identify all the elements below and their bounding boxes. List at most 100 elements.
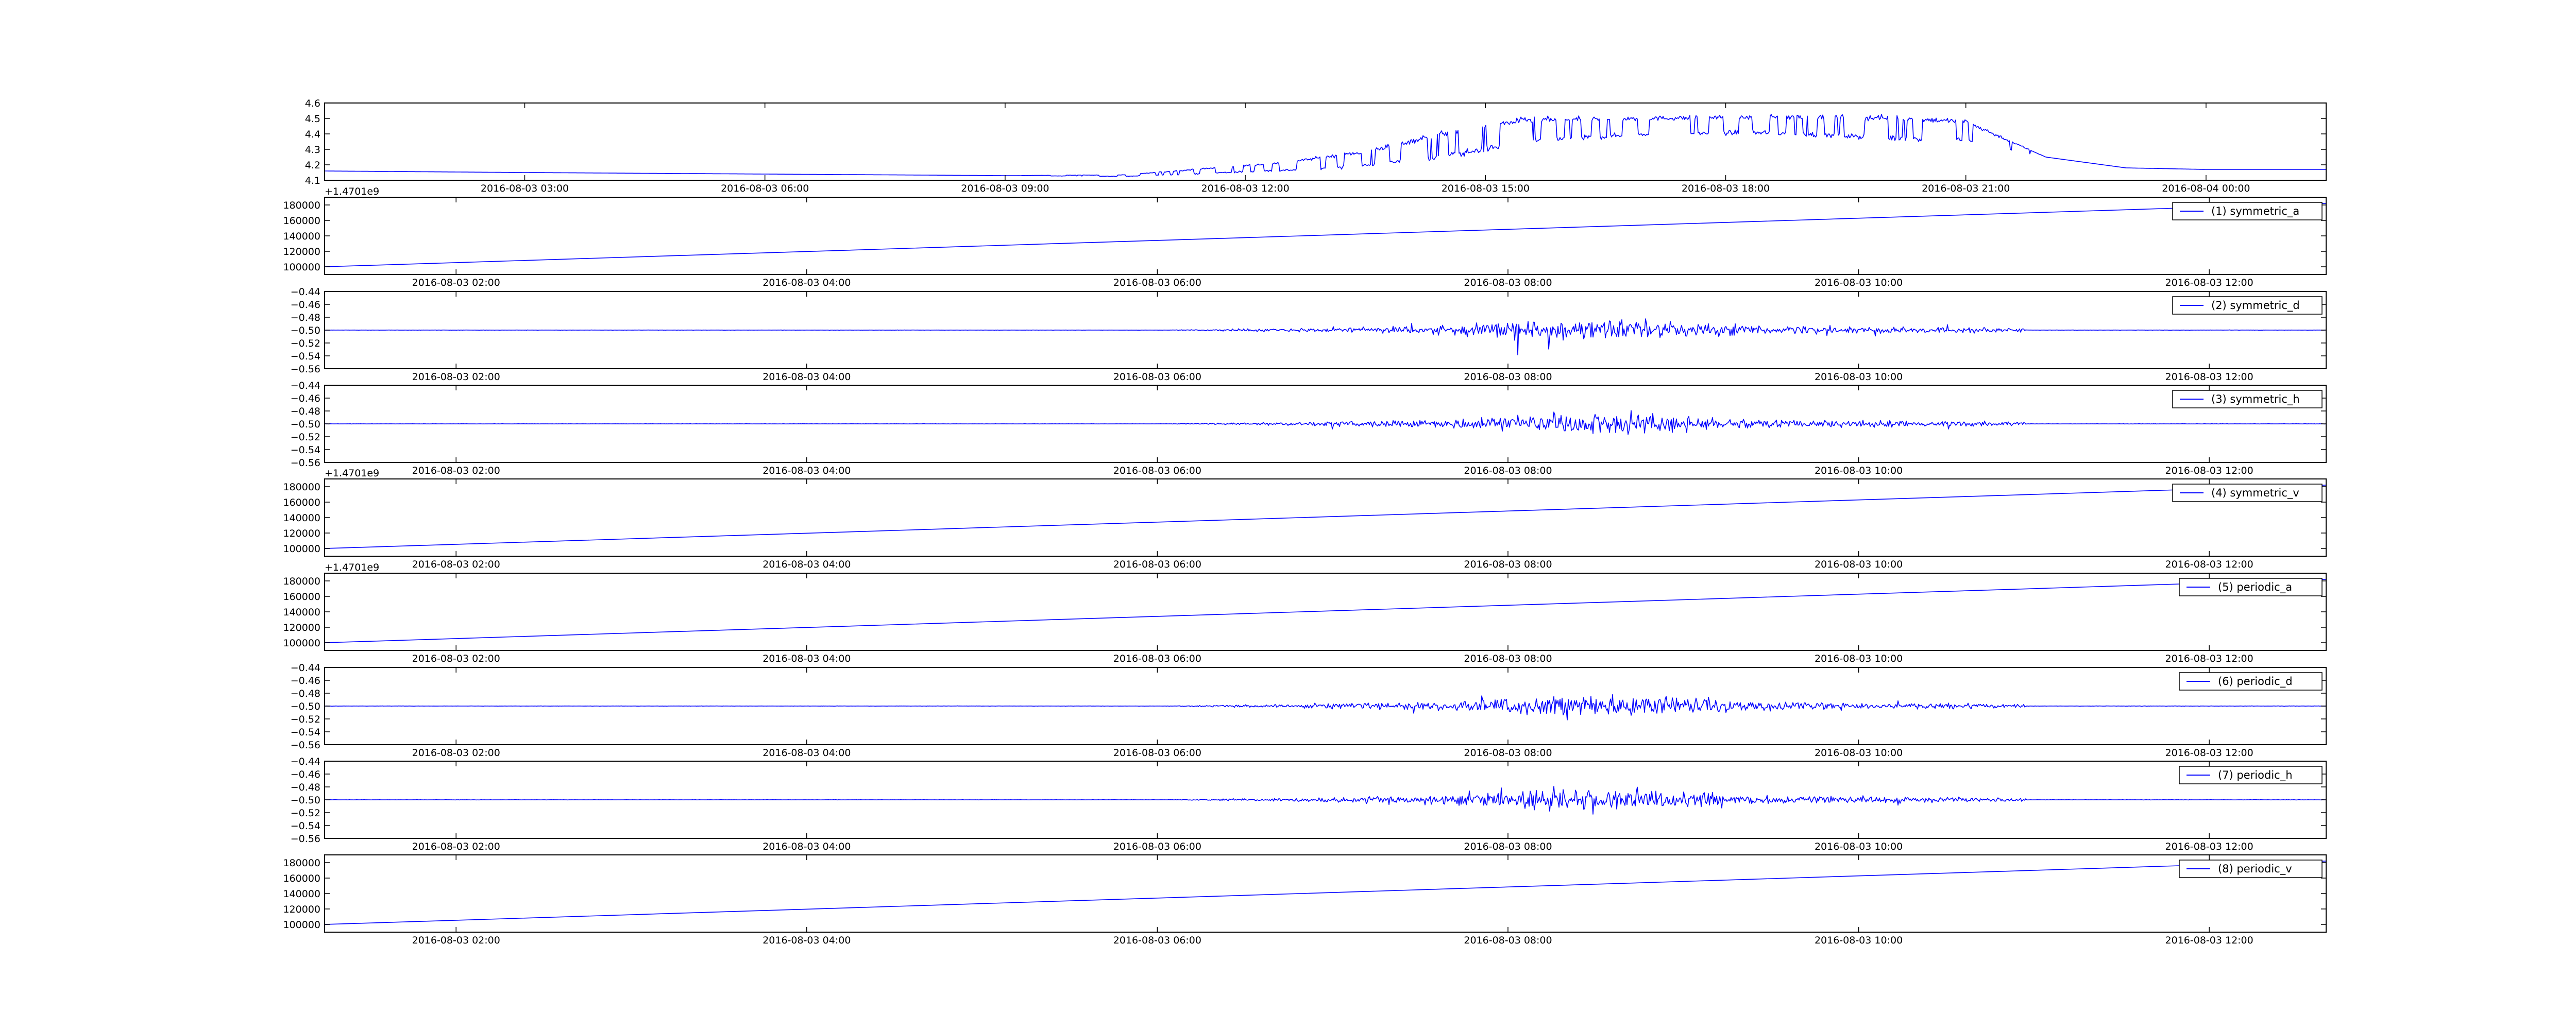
- series-line-4: [325, 410, 2326, 435]
- series-line-7: [324, 694, 2326, 720]
- x-tick-label: 2016-08-03 10:00: [1815, 841, 1903, 852]
- x-tick-label: 2016-08-03 10:00: [1815, 559, 1903, 570]
- y-tick-label: −0.56: [291, 833, 320, 845]
- series-line-9: [324, 861, 2327, 925]
- y-tick-label: −0.54: [291, 820, 320, 832]
- x-tick-label: 2016-08-03 12:00: [2165, 747, 2253, 759]
- legend-label: (4) symmetric_v: [2211, 487, 2299, 500]
- series-line-5: [324, 485, 2327, 549]
- y-offset-label: +1.4701e9: [325, 468, 379, 479]
- x-tick-label: 2016-08-03 04:00: [762, 935, 851, 946]
- x-tick-label: 2016-08-03 03:00: [481, 183, 569, 194]
- x-tick-label: 2016-08-03 15:00: [1442, 183, 1530, 194]
- legend-label: (3) symmetric_h: [2211, 393, 2300, 406]
- y-tick-label: 120000: [283, 246, 320, 258]
- x-tick-label: 2016-08-03 12:00: [2165, 841, 2253, 852]
- series-line-6: [324, 579, 2327, 643]
- x-tick-label: 2016-08-03 10:00: [1815, 653, 1903, 664]
- x-tick-label: 2016-08-03 02:00: [412, 465, 500, 476]
- y-tick-label: −0.46: [291, 299, 320, 311]
- legend: (7) periodic_h: [2179, 766, 2323, 784]
- y-tick-label: 180000: [283, 482, 320, 493]
- x-tick-label: 2016-08-03 06:00: [1113, 559, 1201, 570]
- x-tick-label: 2016-08-03 06:00: [721, 183, 809, 194]
- x-tick-label: 2016-08-03 08:00: [1464, 935, 1552, 946]
- x-tick-label: 2016-08-03 08:00: [1464, 371, 1552, 383]
- x-tick-label: 2016-08-03 06:00: [1113, 747, 1201, 759]
- x-tick-label: 2016-08-03 12:00: [2165, 559, 2253, 570]
- legend: (5) periodic_a: [2179, 578, 2323, 596]
- chart-panel-6: 100000 120000 140000 160000 180000 2016-08-03…: [283, 562, 2327, 664]
- x-tick-label: 2016-08-03 12:00: [2165, 935, 2253, 946]
- x-tick-label: 2016-08-03 06:00: [1113, 465, 1201, 476]
- x-tick-label: 2016-08-03 06:00: [1113, 371, 1201, 383]
- x-tick-label: 2016-08-03 12:00: [2165, 277, 2253, 288]
- x-tick-label: 2016-08-03 10:00: [1815, 277, 1903, 288]
- y-tick-label: 140000: [283, 231, 320, 242]
- chart-panel-1: 4.1 4.2 4.3 4.4 4.5 4.6 2016-08-03 03:00 2016-0…: [305, 98, 2327, 194]
- x-tick-label: 2016-08-03 04:00: [762, 841, 851, 852]
- y-tick-label: 120000: [283, 528, 320, 539]
- x-tick-label: 2016-08-03 06:00: [1113, 653, 1201, 664]
- x-tick-label: 2016-08-03 04:00: [762, 465, 851, 476]
- y-tick-label: −0.54: [291, 351, 320, 362]
- y-tick-label: −0.56: [291, 364, 320, 375]
- x-tick-label: 2016-08-03 10:00: [1815, 465, 1903, 476]
- y-tick-label: 4.3: [305, 144, 320, 156]
- x-tick-label: 2016-08-03 06:00: [1113, 277, 1201, 288]
- y-tick-label: 100000: [283, 638, 320, 649]
- x-tick-label: 2016-08-03 10:00: [1815, 935, 1903, 946]
- y-offset-label: +1.4701e9: [325, 562, 379, 573]
- y-tick-label: 100000: [283, 543, 320, 555]
- x-tick-label: 2016-08-03 06:00: [1113, 935, 1201, 946]
- y-tick-label: −0.52: [291, 808, 320, 819]
- y-tick-label: 4.6: [305, 98, 320, 109]
- x-tick-label: 2016-08-03 02:00: [412, 841, 500, 852]
- legend: (2) symmetric_d: [2172, 296, 2323, 315]
- plot-frame: [324, 478, 2327, 557]
- y-tick-label: −0.44: [291, 286, 320, 298]
- chart-panel-9: 100000 120000 140000 160000 180000 2016-08-03…: [283, 854, 2327, 946]
- x-tick-label: 2016-08-03 04:00: [762, 747, 851, 759]
- legend-label: (8) periodic_v: [2218, 863, 2292, 876]
- x-tick-label: 2016-08-03 02:00: [412, 747, 500, 759]
- plot-frame: [324, 854, 2327, 933]
- y-tick-label: −0.48: [291, 406, 320, 417]
- series-line-1: [325, 114, 2326, 177]
- x-tick-label: 2016-08-03 21:00: [1922, 183, 2010, 194]
- legend-label: (7) periodic_h: [2218, 769, 2293, 782]
- y-tick-label: 4.4: [305, 129, 320, 140]
- chart-panel-5: 100000 120000 140000 160000 180000 2016-08-03…: [283, 468, 2327, 570]
- x-tick-label: 2016-08-03 08:00: [1464, 559, 1552, 570]
- y-tick-label: −0.54: [291, 444, 320, 456]
- legend: (4) symmetric_v: [2172, 484, 2323, 502]
- y-tick-label: 4.1: [305, 175, 320, 186]
- y-tick-label: −0.48: [291, 782, 320, 793]
- legend-label: (5) periodic_a: [2218, 581, 2292, 594]
- y-tick-label: −0.56: [291, 457, 320, 469]
- y-tick-label: 140000: [283, 888, 320, 900]
- y-tick-label: −0.46: [291, 393, 320, 404]
- y-tick-label: 140000: [283, 607, 320, 618]
- chart-panel-2: 100000 120000 140000 160000 180000 2016-08-03…: [283, 186, 2327, 288]
- plot-frame: [324, 197, 2327, 275]
- y-tick-label: 100000: [283, 919, 320, 931]
- y-tick-label: 180000: [283, 576, 320, 587]
- x-tick-label: 2016-08-03 04:00: [762, 559, 851, 570]
- y-tick-label: 120000: [283, 904, 320, 915]
- x-tick-label: 2016-08-03 06:00: [1113, 841, 1201, 852]
- x-tick-label: 2016-08-03 08:00: [1464, 747, 1552, 759]
- x-tick-label: 2016-08-03 08:00: [1464, 465, 1552, 476]
- chart-panel-4: −0.56−0.54−0.52 −0.50 −0.48 −0.46 −0.44 2016-…: [291, 380, 2327, 476]
- x-tick-label: 2016-08-03 04:00: [762, 371, 851, 383]
- y-tick-label: −0.44: [291, 756, 320, 767]
- y-tick-label: −0.52: [291, 432, 320, 443]
- x-tick-label: 2016-08-03 12:00: [2165, 371, 2253, 383]
- y-tick-label: −0.50: [291, 419, 320, 430]
- x-tick-label: 2016-08-03 02:00: [412, 559, 500, 570]
- x-tick-label: 2016-08-03 09:00: [961, 183, 1049, 194]
- chart-panel-8: −0.56−0.54−0.52 −0.50 −0.48 −0.46 −0.44 2016-…: [291, 756, 2327, 852]
- y-tick-label: −0.48: [291, 688, 320, 699]
- y-tick-label: 160000: [283, 497, 320, 508]
- x-tick-label: 2016-08-03 02:00: [412, 935, 500, 946]
